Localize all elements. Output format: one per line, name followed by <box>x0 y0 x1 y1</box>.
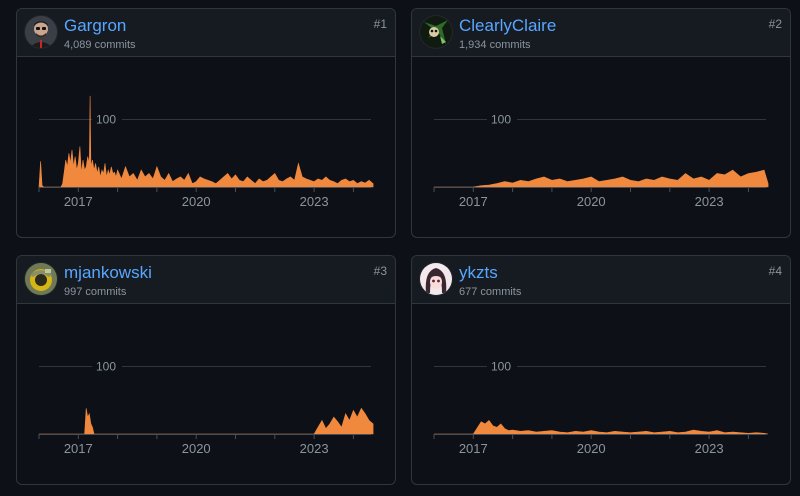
rank-label: #1 <box>373 17 387 31</box>
gridline-label: 100 <box>491 113 511 127</box>
commit-area-series <box>434 420 769 435</box>
x-tick-label: 2020 <box>182 194 211 209</box>
rank-label: #4 <box>768 264 782 278</box>
contributor-username-link[interactable]: ykzts <box>459 263 498 282</box>
contributor-username-link[interactable]: ClearlyClaire <box>459 16 557 35</box>
avatar[interactable] <box>419 15 453 49</box>
gridline-label: 100 <box>96 360 116 374</box>
commit-count[interactable]: 677 commits <box>459 286 522 298</box>
commit-count[interactable]: 1,934 commits <box>459 39 531 51</box>
gridline-label-bg <box>486 358 517 374</box>
x-tick-label: 2017 <box>459 194 488 209</box>
x-tick-label: 2020 <box>577 441 606 456</box>
x-tick-label: 2017 <box>459 441 488 456</box>
x-tick-label: 2023 <box>300 441 329 456</box>
commit-area-series <box>434 169 769 188</box>
commit-count[interactable]: 4,089 commits <box>64 39 136 51</box>
commit-activity-chart: 100 2017 2020 2023 <box>38 358 374 456</box>
avatar[interactable] <box>419 262 453 296</box>
card-header: ClearlyClaire 1,934 commits #2 <box>412 9 790 57</box>
card-header: ykzts 677 commits #4 <box>412 256 790 304</box>
contributor-card-2: ClearlyClaire 1,934 commits #2 100 2017 20… <box>411 8 791 238</box>
gridline-label-bg <box>91 111 122 127</box>
gridline-label: 100 <box>491 360 511 374</box>
x-tick-label: 2020 <box>577 194 606 209</box>
avatar[interactable] <box>24 15 58 49</box>
gridline-label-bg <box>91 358 122 374</box>
commit-area-series <box>38 95 374 188</box>
mjankowski-avatar-icon <box>25 263 57 295</box>
gridline-label: 100 <box>96 113 116 127</box>
contributor-card-3: mjankowski 997 commits #3 100 2017 2020 202… <box>16 255 396 485</box>
contributor-username-link[interactable]: Gargron <box>64 16 127 35</box>
commit-activity-chart: 100 2017 2020 2023 <box>38 95 374 209</box>
contributor-card-1: Gargron 4,089 commits #1 100 2017 2020 2023 <box>16 8 396 238</box>
x-tick-label: 2023 <box>300 194 329 209</box>
commit-count[interactable]: 997 commits <box>64 286 127 298</box>
commit-area-series <box>39 407 374 435</box>
x-tick-label: 2017 <box>64 441 93 456</box>
rank-label: #2 <box>768 17 782 31</box>
avatar[interactable] <box>24 262 58 296</box>
x-tick-label: 2023 <box>695 194 724 209</box>
x-tick-label: 2023 <box>695 441 724 456</box>
x-tick-label: 2017 <box>64 194 93 209</box>
gargron-avatar-icon <box>25 16 57 48</box>
contributor-card-4: ykzts 677 commits #4 100 2017 2020 2023 <box>411 255 791 485</box>
card-header: mjankowski 997 commits #3 <box>17 256 395 304</box>
commit-activity-chart: 100 2017 2020 2023 <box>433 358 769 456</box>
commit-activity-chart: 100 2017 2020 2023 <box>433 111 769 209</box>
ykzts-avatar-icon <box>420 263 452 295</box>
gridline-label-bg <box>486 111 517 127</box>
clearlyclaire-avatar-icon <box>420 16 452 48</box>
rank-label: #3 <box>373 264 387 278</box>
contributor-username-link[interactable]: mjankowski <box>64 263 152 282</box>
card-header: Gargron 4,089 commits #1 <box>17 9 395 57</box>
x-tick-label: 2020 <box>182 441 211 456</box>
